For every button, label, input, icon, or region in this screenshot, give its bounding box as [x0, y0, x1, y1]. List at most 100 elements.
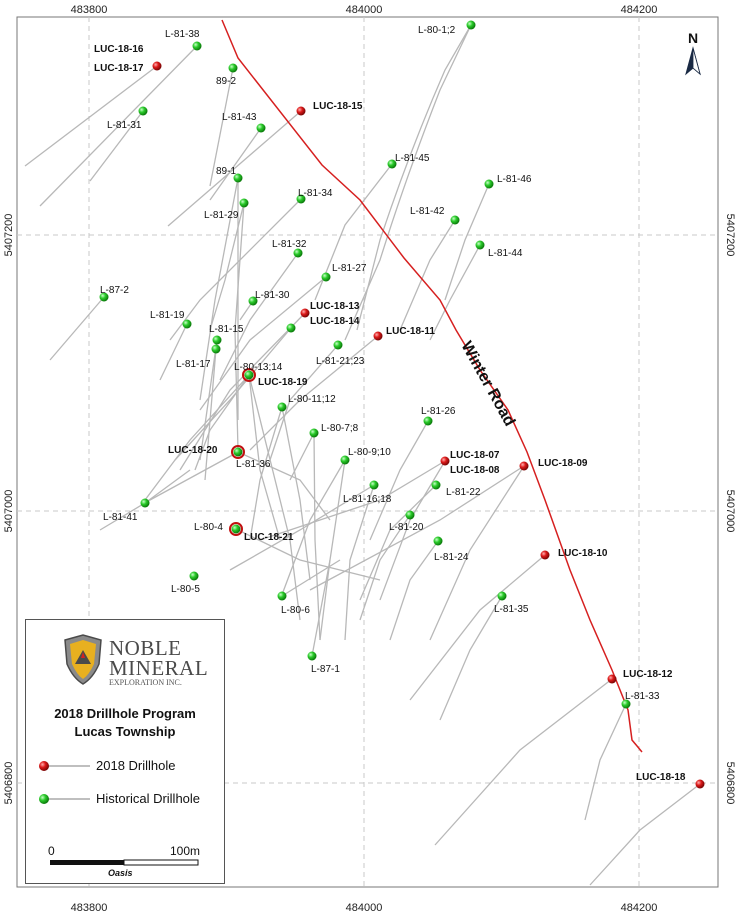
- drillhole-89-2[interactable]: [228, 63, 238, 73]
- legend-panel: NOBLE MINERAL EXPLORATION INC. 2018 Dril…: [25, 619, 225, 884]
- drillhole-L-81-46[interactable]: [484, 179, 494, 189]
- drillhole-LUC-18-16-17[interactable]: [152, 61, 162, 71]
- label-L-87-1: L-87-1: [311, 664, 340, 675]
- drillhole-L-80-7-8[interactable]: [309, 428, 319, 438]
- drillhole-L-80-1-2[interactable]: [466, 20, 476, 30]
- label-L-81-31: L-81-31: [107, 120, 142, 131]
- drillhole-L-81-14-area[interactable]: [286, 323, 296, 333]
- label-L-80-4: L-80-4: [194, 522, 223, 533]
- legend-2018-symbol: [39, 761, 90, 771]
- drillhole-L-81-44[interactable]: [475, 240, 485, 250]
- drillhole-L-81-45[interactable]: [387, 159, 397, 169]
- drillhole-L-81-41[interactable]: [140, 498, 150, 508]
- trace: [313, 432, 321, 641]
- drillhole-L-81-42[interactable]: [450, 215, 460, 225]
- drillhole-L-81-34[interactable]: [296, 194, 306, 204]
- drillhole-LUC-18-19-ring[interactable]: [242, 368, 256, 382]
- label-L-80-13-14: L-80-13;14: [234, 362, 283, 373]
- drillhole-L-87-1[interactable]: [307, 651, 317, 661]
- label-L-81-35: L-81-35: [494, 604, 529, 615]
- drillhole-L-81-31[interactable]: [138, 106, 148, 116]
- drillhole-LUC-18-12[interactable]: [607, 674, 617, 684]
- y-tick-right-5407200: 5407200: [724, 214, 735, 257]
- drillhole-L-81-30[interactable]: [248, 296, 258, 306]
- drillhole-L-80-11-12[interactable]: [277, 402, 287, 412]
- trace: [281, 559, 341, 597]
- drillhole-L-80-13-14[interactable]: [244, 370, 254, 380]
- label-L-81-45: L-81-45: [395, 153, 430, 164]
- drillhole-L-81-36[interactable]: [233, 447, 243, 457]
- trace: [359, 484, 437, 601]
- drillhole-L-81-21-23[interactable]: [333, 340, 343, 350]
- label-LUC-18-19: LUC-18-19: [258, 377, 308, 388]
- drillhole-LUC-18-18[interactable]: [695, 779, 705, 789]
- scale-bar-graphic: [50, 859, 199, 866]
- label-L-81-20: L-81-20: [389, 522, 424, 533]
- drillhole-L-81-17[interactable]: [211, 344, 221, 354]
- drillhole-L-81-27[interactable]: [321, 272, 331, 282]
- legend-2018-label: 2018 Drillhole: [96, 758, 176, 773]
- trace: [219, 252, 299, 381]
- drillhole-L-81-20[interactable]: [405, 510, 415, 520]
- shield-logo-icon: [64, 634, 102, 685]
- drillhole-L-81-24[interactable]: [433, 536, 443, 546]
- trace: [159, 323, 188, 381]
- trace: [359, 514, 411, 621]
- drillhole-L-80-4[interactable]: [231, 524, 241, 534]
- trace: [144, 469, 191, 504]
- legend-historical-symbol: [39, 794, 90, 804]
- drillhole-LUC-18-11[interactable]: [373, 331, 383, 341]
- trace: [248, 374, 281, 541]
- drillhole-L-80-5[interactable]: [189, 571, 199, 581]
- drillhole-L-81-38[interactable]: [192, 41, 202, 51]
- drillhole-L-81-43[interactable]: [256, 123, 266, 133]
- drillhole-L-81-16-18[interactable]: [369, 480, 379, 490]
- drillhole-L-81-22[interactable]: [431, 480, 441, 490]
- trace: [209, 127, 262, 201]
- drillhole-L-81-29[interactable]: [239, 198, 249, 208]
- drillhole-L-81-35[interactable]: [497, 591, 507, 601]
- label-L-81-29: L-81-29: [204, 210, 239, 221]
- drillhole-LUC-18-10[interactable]: [540, 550, 550, 560]
- drillhole-L-80-9-10[interactable]: [340, 455, 350, 465]
- trace: [169, 198, 302, 341]
- drillhole-LUC-18-21-ring[interactable]: [229, 522, 243, 536]
- company-subtitle: EXPLORATION INC.: [109, 678, 182, 687]
- label-LUC-18-13: LUC-18-13: [310, 301, 360, 312]
- drillhole-LUC-18-07-08[interactable]: [440, 456, 450, 466]
- trace: [279, 459, 346, 601]
- trace: [281, 406, 311, 581]
- drillhole-L-81-15[interactable]: [212, 335, 222, 345]
- trace: [174, 327, 292, 461]
- drillhole-L-80-6[interactable]: [277, 591, 287, 601]
- drillhole-LUC-18-09[interactable]: [519, 461, 529, 471]
- drillhole-LUC-18-13-14[interactable]: [300, 308, 310, 318]
- trace: [259, 460, 446, 541]
- drillhole-L-81-19[interactable]: [182, 319, 192, 329]
- drillhole-L-81-33[interactable]: [621, 699, 631, 709]
- drillhole-L-87-2[interactable]: [99, 292, 109, 302]
- legend-title-2: Lucas Township: [74, 724, 176, 739]
- north-arrow: N: [685, 30, 701, 76]
- label-LUC-18-12: LUC-18-12: [623, 669, 673, 680]
- drillhole-89-1[interactable]: [233, 173, 243, 183]
- trace: [439, 595, 503, 721]
- drillhole-L-81-26[interactable]: [423, 416, 433, 426]
- trace: [39, 45, 198, 207]
- trace: [248, 374, 301, 621]
- label-L-81-42: L-81-42: [410, 206, 445, 217]
- label-L-81-17: L-81-17: [176, 359, 211, 370]
- drillhole-L-81-32[interactable]: [293, 248, 303, 258]
- label-LUC-18-10: LUC-18-10: [558, 548, 608, 559]
- label-89-2: 89-2: [216, 76, 236, 87]
- trace: [369, 420, 429, 541]
- north-arrow-half: [692, 47, 701, 76]
- label-L-81-30: L-81-30: [255, 290, 290, 301]
- label-L-81-22: L-81-22: [446, 487, 481, 498]
- label-L-87-2: L-87-2: [100, 285, 129, 296]
- y-tick-labels-left: 5407200 5407000 5406800: [3, 214, 15, 805]
- drillhole-LUC-18-15[interactable]: [296, 106, 306, 116]
- drillhole-LUC-18-20-ring[interactable]: [231, 445, 245, 459]
- x-tick-labels-bottom: 483800 484000 484200: [71, 902, 658, 914]
- trace: [199, 339, 218, 461]
